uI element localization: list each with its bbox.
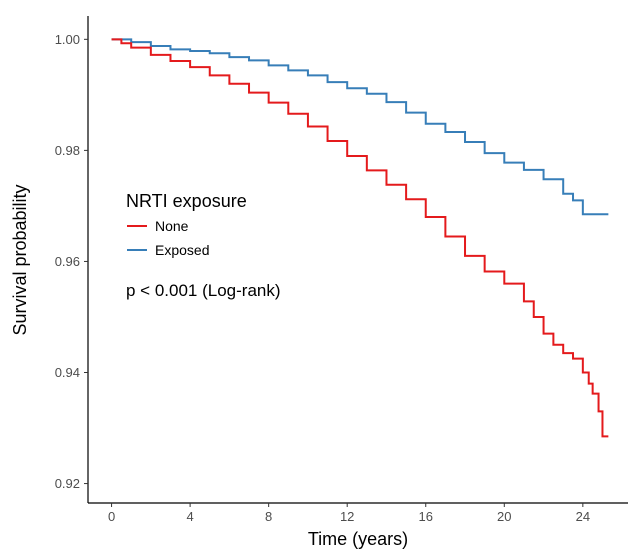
x-axis-ticks: 0 4 8 12 16 20 24 bbox=[108, 503, 590, 524]
x-tick-label: 24 bbox=[576, 509, 590, 524]
y-tick-label: 0.94 bbox=[55, 365, 80, 380]
legend-items: None Exposed bbox=[127, 218, 209, 258]
x-tick-label: 20 bbox=[497, 509, 511, 524]
log-rank-annotation: p < 0.001 (Log-rank) bbox=[126, 281, 281, 300]
x-tick-label: 12 bbox=[340, 509, 354, 524]
legend: NRTI exposure None Exposed bbox=[126, 191, 247, 258]
x-tick-label: 0 bbox=[108, 509, 115, 524]
x-tick-label: 16 bbox=[419, 509, 433, 524]
x-axis-title: Time (years) bbox=[308, 529, 408, 549]
y-tick-label: 0.92 bbox=[55, 476, 80, 491]
plot-area: 0 4 8 12 16 20 24 0.92 0.94 0.96 0.98 1.00 bbox=[55, 16, 628, 524]
legend-title: NRTI exposure bbox=[126, 191, 247, 211]
x-tick-label: 4 bbox=[186, 509, 193, 524]
y-axis-title: Survival probability bbox=[10, 184, 30, 335]
x-tick-label: 8 bbox=[265, 509, 272, 524]
y-tick-label: 1.00 bbox=[55, 32, 80, 47]
series-line-none bbox=[111, 38, 609, 438]
legend-label-exposed: Exposed bbox=[155, 242, 209, 258]
y-axis-ticks: 0.92 0.94 0.96 0.98 1.00 bbox=[55, 32, 88, 491]
series-layer bbox=[111, 38, 609, 438]
y-tick-label: 0.96 bbox=[55, 254, 80, 269]
legend-label-none: None bbox=[155, 218, 189, 234]
series-line-exposed bbox=[111, 38, 609, 216]
y-tick-label: 0.98 bbox=[55, 143, 80, 158]
